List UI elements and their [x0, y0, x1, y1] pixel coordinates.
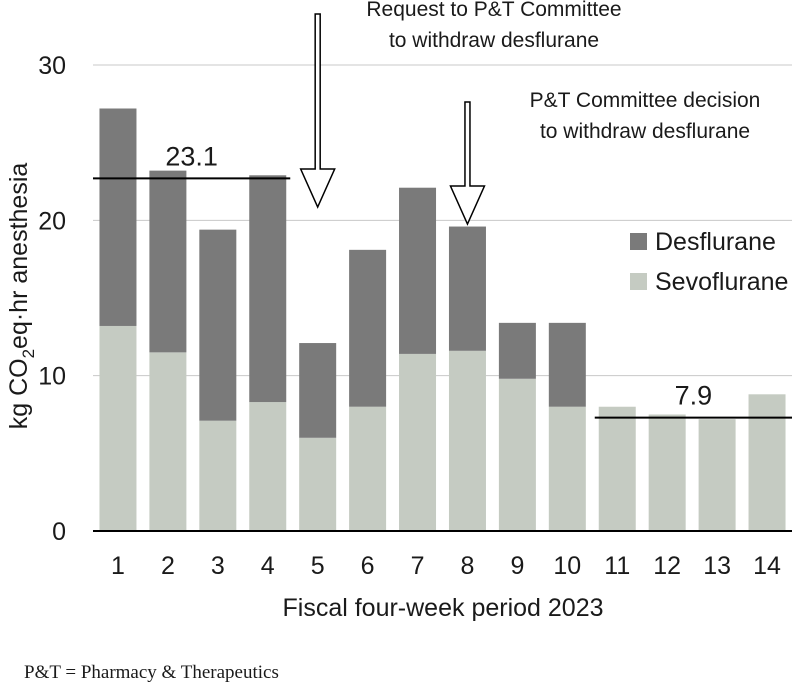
bar-desflurane-5	[299, 343, 337, 438]
annotation-arrow-2	[449, 101, 486, 226]
bar-sevoflurane-13	[698, 419, 736, 531]
x-tick-3: 3	[211, 552, 225, 580]
annotations: Request to P&T Committee to withdraw desf…	[299, 0, 761, 226]
y-tick-20: 20	[38, 207, 66, 235]
bars	[99, 108, 786, 531]
bar-desflurane-3	[199, 229, 237, 421]
bar-desflurane-4	[249, 175, 287, 403]
reference-label-1: 23.1	[165, 141, 218, 171]
y-axis-label: kg CO2eq·hr anesthesia	[5, 163, 38, 430]
bar-sevoflurane-14	[748, 394, 786, 531]
legend-label-desflurane: Desflurane	[655, 228, 776, 256]
bar-desflurane-7	[399, 187, 437, 354]
legend: Desflurane Sevoflurane	[630, 228, 788, 296]
x-tick-8: 8	[461, 552, 475, 580]
y-axis-label-subscript: 2	[19, 349, 38, 358]
bar-sevoflurane-2	[149, 352, 187, 531]
bar-desflurane-9	[498, 322, 536, 379]
bar-sevoflurane-9	[498, 378, 536, 531]
legend-label-sevoflurane: Sevoflurane	[655, 268, 788, 296]
bar-desflurane-10	[548, 322, 586, 407]
bar-sevoflurane-10	[548, 406, 586, 531]
annotation-2: P&T Committee decision to withdraw desflu…	[449, 89, 761, 226]
x-tick-10: 10	[553, 552, 581, 580]
x-tick-13: 13	[703, 552, 731, 580]
bar-sevoflurane-8	[448, 350, 486, 531]
legend-item-sevoflurane: Sevoflurane	[630, 268, 788, 296]
bar-sevoflurane-1	[99, 325, 137, 531]
bar-desflurane-1	[99, 108, 137, 326]
bar-desflurane-6	[349, 249, 387, 407]
bar-desflurane-2	[149, 170, 187, 353]
bar-sevoflurane-11	[598, 406, 636, 531]
bar-sevoflurane-4	[249, 402, 287, 531]
x-tick-2: 2	[161, 552, 175, 580]
bar-sevoflurane-5	[299, 437, 337, 531]
annotation-1: Request to P&T Committee to withdraw desf…	[299, 0, 622, 209]
bar-desflurane-8	[448, 226, 486, 351]
x-tick-1: 1	[111, 552, 125, 580]
footnote: P&T = Pharmacy & Therapeutics	[24, 662, 279, 683]
y-tick-10: 10	[38, 363, 66, 391]
y-axis-label-rest: eq·hr anesthesia	[5, 163, 33, 349]
x-tick-6: 6	[361, 552, 375, 580]
annotation-text-1-line1: Request to P&T Committee	[366, 0, 621, 21]
x-tick-labels: 1 2 3 4 5 6 7 8 9 10 11 12 13 14	[111, 552, 781, 580]
bar-sevoflurane-6	[349, 406, 387, 531]
x-tick-4: 4	[261, 552, 275, 580]
y-tick-labels: 0 10 20 30	[38, 52, 66, 546]
x-tick-5: 5	[311, 552, 325, 580]
x-tick-9: 9	[510, 552, 524, 580]
annotation-text-1-line2: to withdraw desflurane	[389, 29, 599, 52]
reference-lines: 23.1 7.9	[93, 141, 792, 419]
y-tick-0: 0	[52, 518, 66, 546]
legend-swatch-desflurane	[630, 233, 647, 250]
annotation-text-2-line2: to withdraw desflurane	[540, 120, 750, 143]
annotation-arrow-1	[299, 13, 336, 209]
reference-label-2: 7.9	[675, 381, 713, 411]
bar-sevoflurane-7	[399, 353, 437, 531]
legend-swatch-sevoflurane	[630, 273, 647, 290]
bar-sevoflurane-3	[199, 420, 237, 531]
legend-item-desflurane: Desflurane	[630, 228, 776, 256]
annotation-text-2-line1: P&T Committee decision	[530, 89, 761, 112]
x-tick-7: 7	[411, 552, 425, 580]
x-axis-label: Fiscal four-week period 2023	[283, 594, 604, 622]
y-axis-label-main: kg CO	[5, 358, 33, 429]
bar-sevoflurane-12	[648, 414, 686, 531]
x-tick-14: 14	[753, 552, 781, 580]
y-tick-30: 30	[38, 52, 66, 80]
x-tick-12: 12	[653, 552, 681, 580]
x-tick-11: 11	[604, 552, 630, 580]
